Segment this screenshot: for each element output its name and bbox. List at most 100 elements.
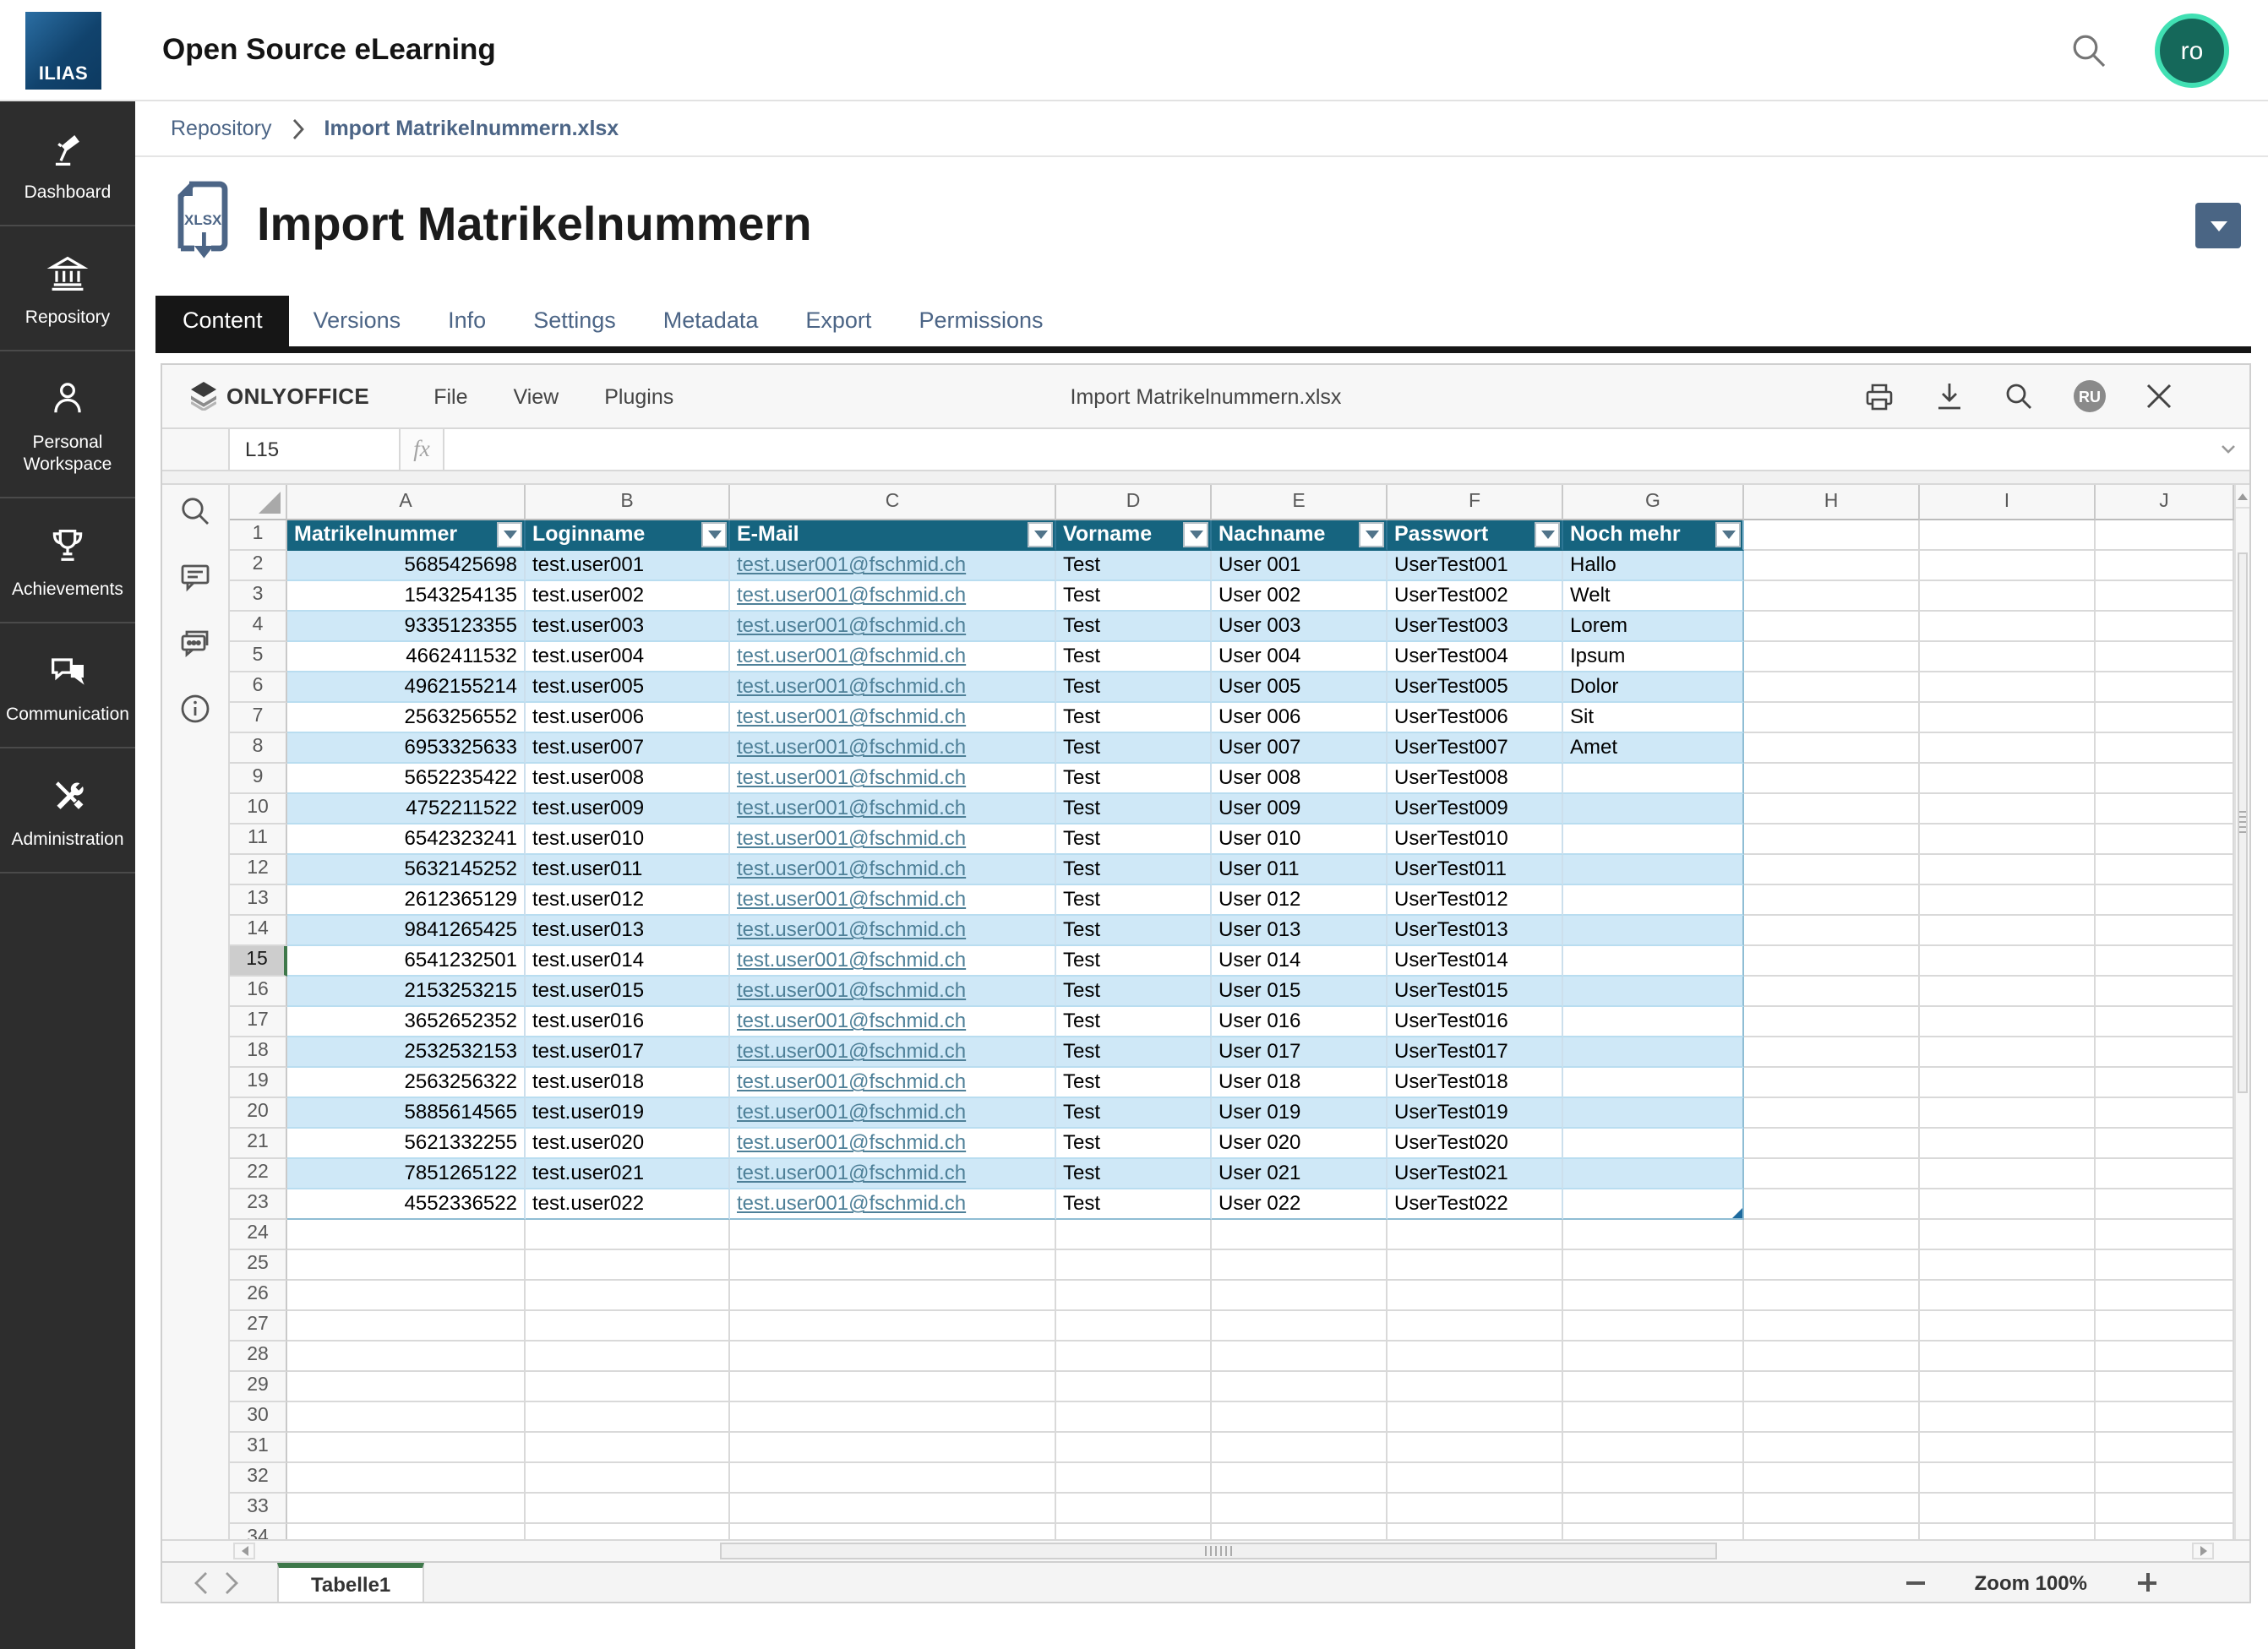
print-icon[interactable] bbox=[1864, 381, 1895, 411]
cell-J9[interactable] bbox=[2096, 764, 2234, 794]
cell-I16[interactable] bbox=[1920, 977, 2096, 1007]
vertical-scrollbar[interactable] bbox=[2234, 485, 2249, 1539]
row-header-10[interactable]: 10 bbox=[230, 794, 287, 824]
cell-A21[interactable]: 5621332255 bbox=[287, 1129, 526, 1159]
ilias-logo[interactable]: ILIAS bbox=[25, 12, 101, 90]
cell-I14[interactable] bbox=[1920, 916, 2096, 946]
download-icon[interactable] bbox=[1935, 382, 1964, 411]
cell-G3[interactable]: Welt bbox=[1563, 581, 1744, 612]
cell-J32[interactable] bbox=[2096, 1463, 2234, 1494]
cell-J16[interactable] bbox=[2096, 977, 2234, 1007]
email-link[interactable]: test.user001@fschmid.ch bbox=[737, 1130, 966, 1154]
cell-H18[interactable] bbox=[1744, 1037, 1920, 1068]
filter-button-F[interactable] bbox=[1535, 522, 1560, 547]
cell-D22[interactable]: Test bbox=[1056, 1159, 1212, 1189]
tab-settings[interactable]: Settings bbox=[518, 296, 631, 346]
cell-G29[interactable] bbox=[1563, 1372, 1744, 1402]
cell-E16[interactable]: User 015 bbox=[1212, 977, 1388, 1007]
email-link[interactable]: test.user001@fschmid.ch bbox=[737, 1009, 966, 1032]
cell-F25[interactable] bbox=[1388, 1250, 1563, 1281]
cell-F27[interactable] bbox=[1388, 1311, 1563, 1342]
cell-I32[interactable] bbox=[1920, 1463, 2096, 1494]
cell-B19[interactable]: test.user018 bbox=[526, 1068, 730, 1098]
cell-D17[interactable]: Test bbox=[1056, 1007, 1212, 1037]
sidebar-item-communication[interactable]: Communication bbox=[0, 623, 135, 748]
cell-F32[interactable] bbox=[1388, 1463, 1563, 1494]
cell-F9[interactable]: UserTest008 bbox=[1388, 764, 1563, 794]
row-header-22[interactable]: 22 bbox=[230, 1159, 287, 1189]
cell-E29[interactable] bbox=[1212, 1372, 1388, 1402]
cell-C17[interactable]: test.user001@fschmid.ch bbox=[730, 1007, 1056, 1037]
cell-A8[interactable]: 6953325633 bbox=[287, 733, 526, 764]
filter-button-C[interactable] bbox=[1028, 522, 1053, 547]
column-header-F[interactable]: F bbox=[1388, 485, 1563, 520]
cell-H34[interactable] bbox=[1744, 1524, 1920, 1539]
cell-E22[interactable]: User 021 bbox=[1212, 1159, 1388, 1189]
cell-G22[interactable] bbox=[1563, 1159, 1744, 1189]
sidebar-item-repository[interactable]: Repository bbox=[0, 226, 135, 351]
cell-A30[interactable] bbox=[287, 1402, 526, 1433]
cell-I20[interactable] bbox=[1920, 1098, 2096, 1129]
column-header-E[interactable]: E bbox=[1212, 485, 1388, 520]
cell-B34[interactable] bbox=[526, 1524, 730, 1539]
cell-J23[interactable] bbox=[2096, 1189, 2234, 1220]
cell-E8[interactable]: User 007 bbox=[1212, 733, 1388, 764]
cell-J7[interactable] bbox=[2096, 703, 2234, 733]
cell-A26[interactable] bbox=[287, 1281, 526, 1311]
cell-G14[interactable] bbox=[1563, 916, 1744, 946]
cell-G17[interactable] bbox=[1563, 1007, 1744, 1037]
cell-H6[interactable] bbox=[1744, 672, 1920, 703]
cell-H16[interactable] bbox=[1744, 977, 1920, 1007]
cell-H3[interactable] bbox=[1744, 581, 1920, 612]
email-link[interactable]: test.user001@fschmid.ch bbox=[737, 583, 966, 607]
row-header-7[interactable]: 7 bbox=[230, 703, 287, 733]
cell-H4[interactable] bbox=[1744, 612, 1920, 642]
cell-F19[interactable]: UserTest018 bbox=[1388, 1068, 1563, 1098]
cell-E25[interactable] bbox=[1212, 1250, 1388, 1281]
cell-J8[interactable] bbox=[2096, 733, 2234, 764]
cell-H14[interactable] bbox=[1744, 916, 1920, 946]
cell-B30[interactable] bbox=[526, 1402, 730, 1433]
cell-A2[interactable]: 5685425698 bbox=[287, 551, 526, 581]
cell-C32[interactable] bbox=[730, 1463, 1056, 1494]
cell-H24[interactable] bbox=[1744, 1220, 1920, 1250]
cell-I8[interactable] bbox=[1920, 733, 2096, 764]
cell-G11[interactable] bbox=[1563, 824, 1744, 855]
cell-E34[interactable] bbox=[1212, 1524, 1388, 1539]
cell-G19[interactable] bbox=[1563, 1068, 1744, 1098]
cell-D29[interactable] bbox=[1056, 1372, 1212, 1402]
cell-H25[interactable] bbox=[1744, 1250, 1920, 1281]
cell-D8[interactable]: Test bbox=[1056, 733, 1212, 764]
cell-F31[interactable] bbox=[1388, 1433, 1563, 1463]
row-header-25[interactable]: 25 bbox=[230, 1250, 287, 1281]
row-header-12[interactable]: 12 bbox=[230, 855, 287, 885]
cell-D20[interactable]: Test bbox=[1056, 1098, 1212, 1129]
cell-D15[interactable]: Test bbox=[1056, 946, 1212, 977]
cell-G32[interactable] bbox=[1563, 1463, 1744, 1494]
cell-D9[interactable]: Test bbox=[1056, 764, 1212, 794]
cell-H5[interactable] bbox=[1744, 642, 1920, 672]
cell-A24[interactable] bbox=[287, 1220, 526, 1250]
row-header-24[interactable]: 24 bbox=[230, 1220, 287, 1250]
cell-H31[interactable] bbox=[1744, 1433, 1920, 1463]
cell-D4[interactable]: Test bbox=[1056, 612, 1212, 642]
cell-F29[interactable] bbox=[1388, 1372, 1563, 1402]
cell-C24[interactable] bbox=[730, 1220, 1056, 1250]
tab-export[interactable]: Export bbox=[790, 296, 886, 346]
cell-H26[interactable] bbox=[1744, 1281, 1920, 1311]
cell-I33[interactable] bbox=[1920, 1494, 2096, 1524]
email-link[interactable]: test.user001@fschmid.ch bbox=[737, 644, 966, 667]
breadcrumb-current[interactable]: Import Matrikelnummern.xlsx bbox=[324, 117, 619, 140]
cell-D11[interactable]: Test bbox=[1056, 824, 1212, 855]
scroll-up-icon[interactable] bbox=[2236, 485, 2249, 509]
cell-B15[interactable]: test.user014 bbox=[526, 946, 730, 977]
actions-dropdown-button[interactable] bbox=[2195, 203, 2241, 248]
cell-E6[interactable]: User 005 bbox=[1212, 672, 1388, 703]
cell-C9[interactable]: test.user001@fschmid.ch bbox=[730, 764, 1056, 794]
info-icon[interactable] bbox=[177, 689, 214, 727]
cell-D23[interactable]: Test bbox=[1056, 1189, 1212, 1220]
editor-user-avatar[interactable]: RU bbox=[2074, 380, 2106, 412]
cell-E14[interactable]: User 013 bbox=[1212, 916, 1388, 946]
cell-F14[interactable]: UserTest013 bbox=[1388, 916, 1563, 946]
cell-A15[interactable]: 6541232501 bbox=[287, 946, 526, 977]
